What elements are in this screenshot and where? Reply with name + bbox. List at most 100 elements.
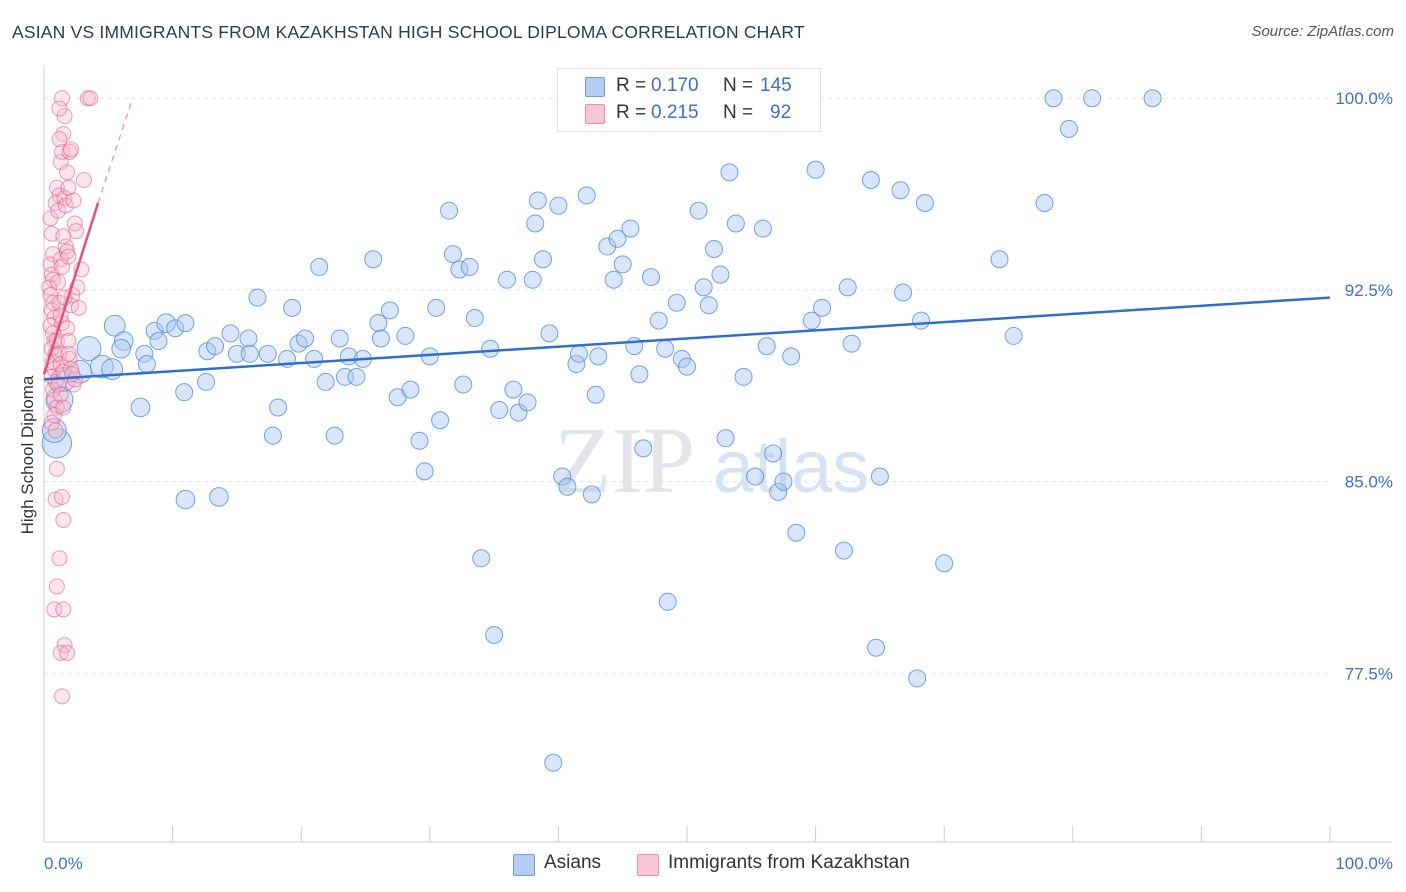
watermark-atlas: atlas bbox=[713, 425, 869, 508]
trend-line-asians bbox=[43, 296, 1331, 381]
data-point-kazakhstan bbox=[51, 345, 68, 362]
data-point-kazakhstan bbox=[65, 192, 82, 209]
data-point-kazakhstan bbox=[54, 90, 71, 107]
data-point-asians bbox=[156, 313, 176, 333]
legend-n-value: 92 bbox=[770, 102, 792, 123]
data-point-asians bbox=[757, 337, 776, 356]
data-point-asians bbox=[149, 332, 168, 351]
data-point-asians bbox=[533, 250, 552, 269]
data-point-asians bbox=[1004, 326, 1023, 345]
bottom-swatch-kazakhstan bbox=[637, 854, 659, 876]
data-point-kazakhstan bbox=[59, 243, 76, 260]
data-point-asians bbox=[103, 314, 126, 337]
data-point-asians bbox=[472, 549, 491, 568]
data-point-asians bbox=[239, 329, 258, 348]
data-point-asians bbox=[504, 380, 523, 399]
data-point-asians bbox=[380, 301, 399, 320]
series-asians bbox=[41, 89, 1162, 772]
data-point-kazakhstan bbox=[51, 131, 68, 148]
data-point-asians bbox=[842, 334, 861, 353]
data-point-kazakhstan bbox=[46, 601, 63, 618]
data-point-asians bbox=[553, 467, 572, 486]
data-point-asians bbox=[746, 467, 765, 486]
data-point-asians bbox=[694, 278, 713, 297]
trend-lines bbox=[42, 98, 1331, 381]
data-point-kazakhstan bbox=[52, 386, 69, 403]
bottom-legend-kazakhstan: Immigrants from Kazakhstan bbox=[637, 852, 937, 876]
data-point-kazakhstan bbox=[47, 491, 64, 508]
data-point-asians bbox=[401, 380, 420, 399]
legend-r-label: R = bbox=[616, 102, 647, 123]
data-point-asians bbox=[699, 296, 718, 315]
data-point-asians bbox=[689, 201, 708, 220]
data-point-asians bbox=[769, 482, 788, 501]
data-point-asians bbox=[135, 344, 154, 363]
x-tick-label: 0.0% bbox=[44, 854, 83, 873]
data-point-asians bbox=[465, 309, 484, 328]
data-point-asians bbox=[1035, 194, 1054, 213]
data-point-asians bbox=[396, 326, 415, 345]
data-point-asians bbox=[908, 669, 927, 688]
data-point-asians bbox=[667, 293, 686, 312]
data-point-asians bbox=[1059, 119, 1078, 138]
legend-n-label: N = bbox=[723, 102, 754, 123]
data-point-asians bbox=[990, 250, 1009, 269]
data-point-asians bbox=[197, 372, 216, 391]
data-point-asians bbox=[175, 489, 196, 510]
data-point-asians bbox=[720, 163, 739, 182]
data-point-asians bbox=[460, 257, 479, 276]
data-point-asians bbox=[443, 245, 462, 264]
data-point-asians bbox=[753, 219, 772, 238]
legend-row-kazakhstan: R = 0.215 N = 92 bbox=[558, 101, 820, 127]
data-point-asians bbox=[630, 365, 649, 384]
data-point-asians bbox=[325, 426, 344, 445]
data-point-asians bbox=[240, 344, 259, 363]
data-point-asians bbox=[834, 541, 853, 560]
data-point-asians bbox=[415, 462, 434, 481]
data-point-asians bbox=[526, 214, 545, 233]
data-point-asians bbox=[316, 372, 335, 391]
data-point-asians bbox=[1143, 89, 1162, 108]
data-point-asians bbox=[586, 385, 605, 404]
data-point-kazakhstan bbox=[52, 154, 69, 171]
bottom-swatch-asians bbox=[513, 854, 535, 876]
trend-line-kazakhstan bbox=[42, 202, 100, 375]
data-point-asians bbox=[894, 283, 913, 302]
data-point-kazakhstan bbox=[55, 601, 72, 618]
data-point-kazakhstan bbox=[54, 688, 71, 705]
trend-extension-kazakhstan bbox=[97, 98, 134, 204]
legend-r-value: 0.215 bbox=[651, 102, 699, 123]
data-point-asians bbox=[175, 383, 194, 402]
data-point-asians bbox=[113, 331, 134, 351]
data-point-asians bbox=[867, 638, 886, 657]
data-point-kazakhstan bbox=[55, 228, 72, 245]
data-point-asians bbox=[523, 270, 542, 289]
data-point-asians bbox=[658, 592, 677, 611]
data-point-asians bbox=[716, 429, 735, 448]
data-point-kazakhstan bbox=[47, 422, 64, 439]
data-point-asians bbox=[145, 321, 164, 340]
source-credit: Source: ZipAtlas.com bbox=[1251, 23, 1394, 40]
data-point-asians bbox=[577, 186, 596, 205]
legend-n-value: 145 bbox=[760, 75, 792, 96]
data-point-kazakhstan bbox=[59, 164, 76, 181]
data-point-asians bbox=[258, 344, 277, 363]
data-point-asians bbox=[634, 439, 653, 458]
watermark-zip: ZIP bbox=[554, 409, 695, 513]
data-point-kazakhstan bbox=[51, 550, 68, 567]
data-point-kazakhstan bbox=[60, 333, 77, 350]
data-point-kazakhstan bbox=[55, 511, 72, 528]
data-point-kazakhstan bbox=[60, 248, 77, 265]
data-point-asians bbox=[509, 403, 528, 422]
data-point-kazakhstan bbox=[50, 274, 67, 291]
data-point-asians bbox=[263, 426, 282, 445]
tick-labels: 77.5% 85.0% 92.5% 100.0% 0.0% 100.0% bbox=[44, 89, 1393, 873]
data-point-asians bbox=[540, 324, 559, 343]
data-point-kazakhstan bbox=[51, 100, 68, 117]
data-point-asians bbox=[248, 288, 267, 307]
data-point-asians bbox=[705, 240, 724, 259]
y-tick-label: 77.5% bbox=[1345, 664, 1393, 683]
data-point-asians bbox=[130, 397, 151, 418]
data-point-kazakhstan bbox=[61, 143, 78, 160]
